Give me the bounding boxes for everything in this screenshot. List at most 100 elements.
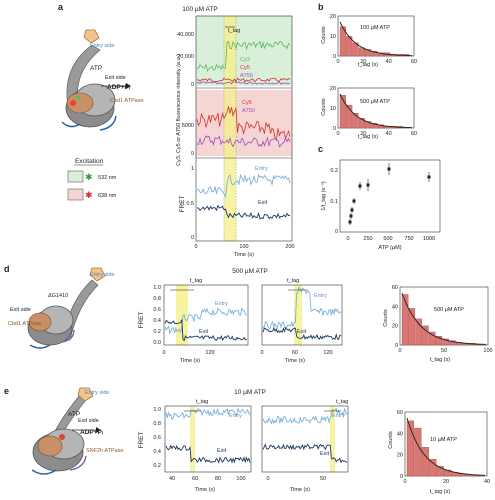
dh-bar-0 [401, 294, 409, 346]
d-hist-label: 500 µM ATP [434, 307, 464, 313]
b1-ytick-1: 10 [330, 106, 336, 112]
green-star-icon: ✱ [85, 173, 93, 183]
b1-bar-0 [339, 95, 346, 129]
atp-label: ATP [90, 65, 102, 72]
eh-ytick-3: 0 [400, 474, 403, 480]
d0-band [176, 285, 188, 345]
e1-xlabel: Time (s) [290, 487, 310, 493]
a-mid-trace-a750 [196, 135, 291, 148]
panel-b-letter: b [318, 2, 324, 12]
c-point-7 [427, 175, 431, 179]
e0-xlabel: Time (s) [195, 487, 215, 493]
a-xtick-200: 200 [285, 244, 294, 250]
c-ytick-01: 0.1 [330, 199, 338, 205]
dh-ytick-0: 60 [392, 285, 398, 291]
d0-entry-line [164, 307, 247, 335]
entry-label-pentagon-icon [83, 29, 100, 44]
e0-entry-label: Entry [229, 413, 242, 419]
e1-exit-label: Exit [320, 451, 330, 457]
a-trace-cy3 [196, 40, 291, 73]
red-star-icon: ✱ [85, 191, 93, 201]
panel-b-hist-100: 20 10 00 20 40 60 [330, 14, 417, 65]
b0-ytick-0: 20 [330, 14, 336, 20]
panel-d-letter: d [4, 264, 10, 274]
e-hist-label: 10 µM ATP [430, 437, 457, 443]
b0-bar-5 [371, 50, 378, 57]
dh-ytick-2: 20 [392, 324, 398, 330]
eh-bar-1 [414, 427, 422, 477]
c-xlabel: ATP (µM) [378, 245, 401, 251]
panel-e-title: 10 µM ATP [234, 389, 266, 396]
c-xtick-1000: 1000 [423, 236, 435, 242]
a-mid-tick-0: 0 [191, 151, 194, 157]
b0-bar-6 [377, 52, 384, 57]
dh-bar-4 [428, 331, 436, 346]
d-entry-label: Entry side [90, 272, 114, 278]
legend-mid-a750: A750 [242, 108, 255, 114]
a-entry-label: Entry [255, 166, 268, 172]
b1-xtick-0: 0 [336, 131, 339, 137]
b0-xtick-1: 20 [360, 59, 366, 65]
d-ytick-0: 0.0 [153, 340, 161, 346]
d-ylabel: FRET [138, 311, 145, 328]
exit-side-label: Exit side [105, 75, 126, 81]
b1-ytick-2: 0 [333, 126, 336, 132]
dh-ytick-3: 0 [395, 343, 398, 349]
a-ttag-label: t_tag [228, 28, 240, 34]
schematic-d [27, 267, 106, 349]
d-ytick-08: 0.8 [153, 296, 161, 302]
d1-exit-label: Exit [297, 329, 307, 335]
eh-bar-0 [406, 420, 415, 477]
b1-ytick-0: 20 [330, 86, 336, 92]
eh-xtick-0: 0 [403, 479, 406, 485]
c-xtick-250: 250 [363, 236, 372, 242]
c-ytick-02: 0.2 [330, 168, 338, 174]
dh-bar-1 [408, 308, 416, 346]
eh-bar-2 [421, 447, 429, 477]
c-point-1 [349, 214, 353, 218]
a-tick-20000: 20,000 [177, 54, 194, 60]
e-atpase-label: SNF2h ATPase [86, 448, 124, 454]
e-histogram: 60 40 20 00 20 40 [397, 410, 490, 485]
eh-xtick-2: 40 [484, 479, 490, 485]
e-atp-label: ATP [68, 411, 80, 418]
panel-c-letter: c [318, 144, 323, 154]
b1-xlabel: t_tag (s) [358, 134, 378, 140]
d1-xtick-0: 0 [260, 350, 263, 356]
b0-label: 100 µM ATP [360, 25, 390, 31]
a-mid-tick-5000: 5000 [182, 123, 194, 129]
d0-tag-label: t_tag [190, 278, 202, 284]
cy5-dye-icon [70, 100, 76, 106]
e0-xtick-60: 60 [192, 476, 198, 482]
eh-ytick-0: 60 [397, 410, 403, 416]
c-point-3 [352, 199, 356, 203]
d-ytick-02: 0.2 [153, 329, 161, 335]
e1-xtick-50: 50 [320, 476, 326, 482]
d-trace-left [163, 284, 249, 346]
d0-xtick-120: 120 [205, 350, 214, 356]
dh-xtick-0: 0 [398, 348, 401, 354]
d-atpase-label: Cbd1 ATPase [8, 321, 42, 327]
b0-bar-3 [358, 47, 365, 57]
schematic-a [61, 29, 131, 131]
legend-a750: A750 [240, 73, 253, 79]
e0-band [190, 406, 195, 472]
dh-bar-7 [449, 340, 456, 346]
b1-bar-4 [365, 121, 372, 129]
d-ytick-04: 0.4 [153, 318, 161, 324]
b0-ylabel: Counts [321, 26, 327, 44]
a-fret-tick-05: 0.5 [186, 201, 194, 207]
legend-cy5: Cy5 [240, 65, 250, 71]
d0-xtick-0: 0 [162, 350, 165, 356]
exc-green-label: 532 nm [98, 175, 117, 181]
b1-xtick-2: 40 [386, 131, 392, 137]
d1-exit-line [262, 326, 342, 341]
b0-xtick-2: 40 [386, 59, 392, 65]
d0-frame [163, 284, 249, 346]
e-hist-xlabel: t_tag (s) [430, 489, 450, 495]
e-ytick-1: 1.0 [153, 407, 161, 413]
eh-ytick-1: 40 [397, 431, 403, 437]
eh-bar-4 [436, 466, 444, 477]
a-exit-label: Exit [258, 200, 268, 206]
